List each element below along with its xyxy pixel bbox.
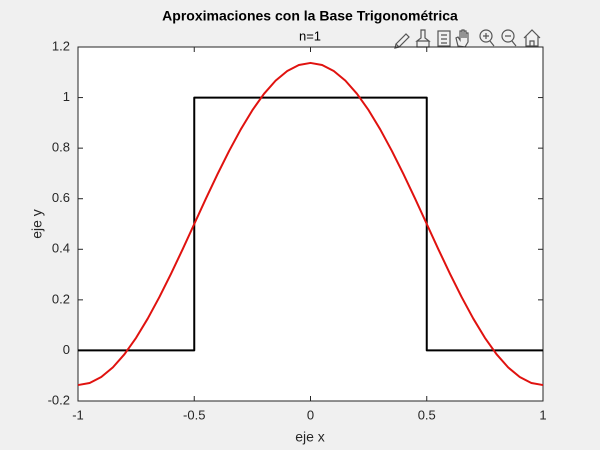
x-tick-label: 0.5 [418, 407, 436, 422]
y-tick-label: 0.6 [52, 190, 70, 205]
y-tick-label: -0.2 [48, 392, 70, 407]
series-line [77, 61, 544, 387]
x-tick-label: -0.5 [183, 407, 205, 422]
y-tick-label: 0.8 [52, 140, 70, 155]
x-tick-label: -1 [72, 407, 84, 422]
zoom-out-button[interactable] [501, 29, 517, 47]
plot-area [78, 47, 543, 401]
pan-button[interactable] [455, 29, 469, 48]
legend-button[interactable] [437, 30, 451, 47]
x-tick-label: 1 [539, 407, 546, 422]
y-tick-label: 0.4 [52, 241, 70, 256]
series-line [78, 96, 543, 352]
axes-box [77, 46, 544, 402]
toolbar [394, 29, 541, 49]
chart-title: Aproximaciones con la Base Trigonométric… [162, 8, 458, 24]
chart-subtitle: n=1 [299, 28, 321, 43]
home-button[interactable] [523, 29, 541, 47]
y-tick-label: 0.2 [52, 291, 70, 306]
y-tick-label: 0 [63, 342, 70, 357]
x-tick-label: 0 [307, 407, 314, 422]
y-tick-label: 1.2 [52, 38, 70, 53]
zoom-in-button[interactable] [479, 29, 495, 47]
y-tick-label: 1 [63, 89, 70, 104]
y-axis-label: eje y [29, 209, 45, 239]
x-axis-label: eje x [295, 429, 325, 445]
